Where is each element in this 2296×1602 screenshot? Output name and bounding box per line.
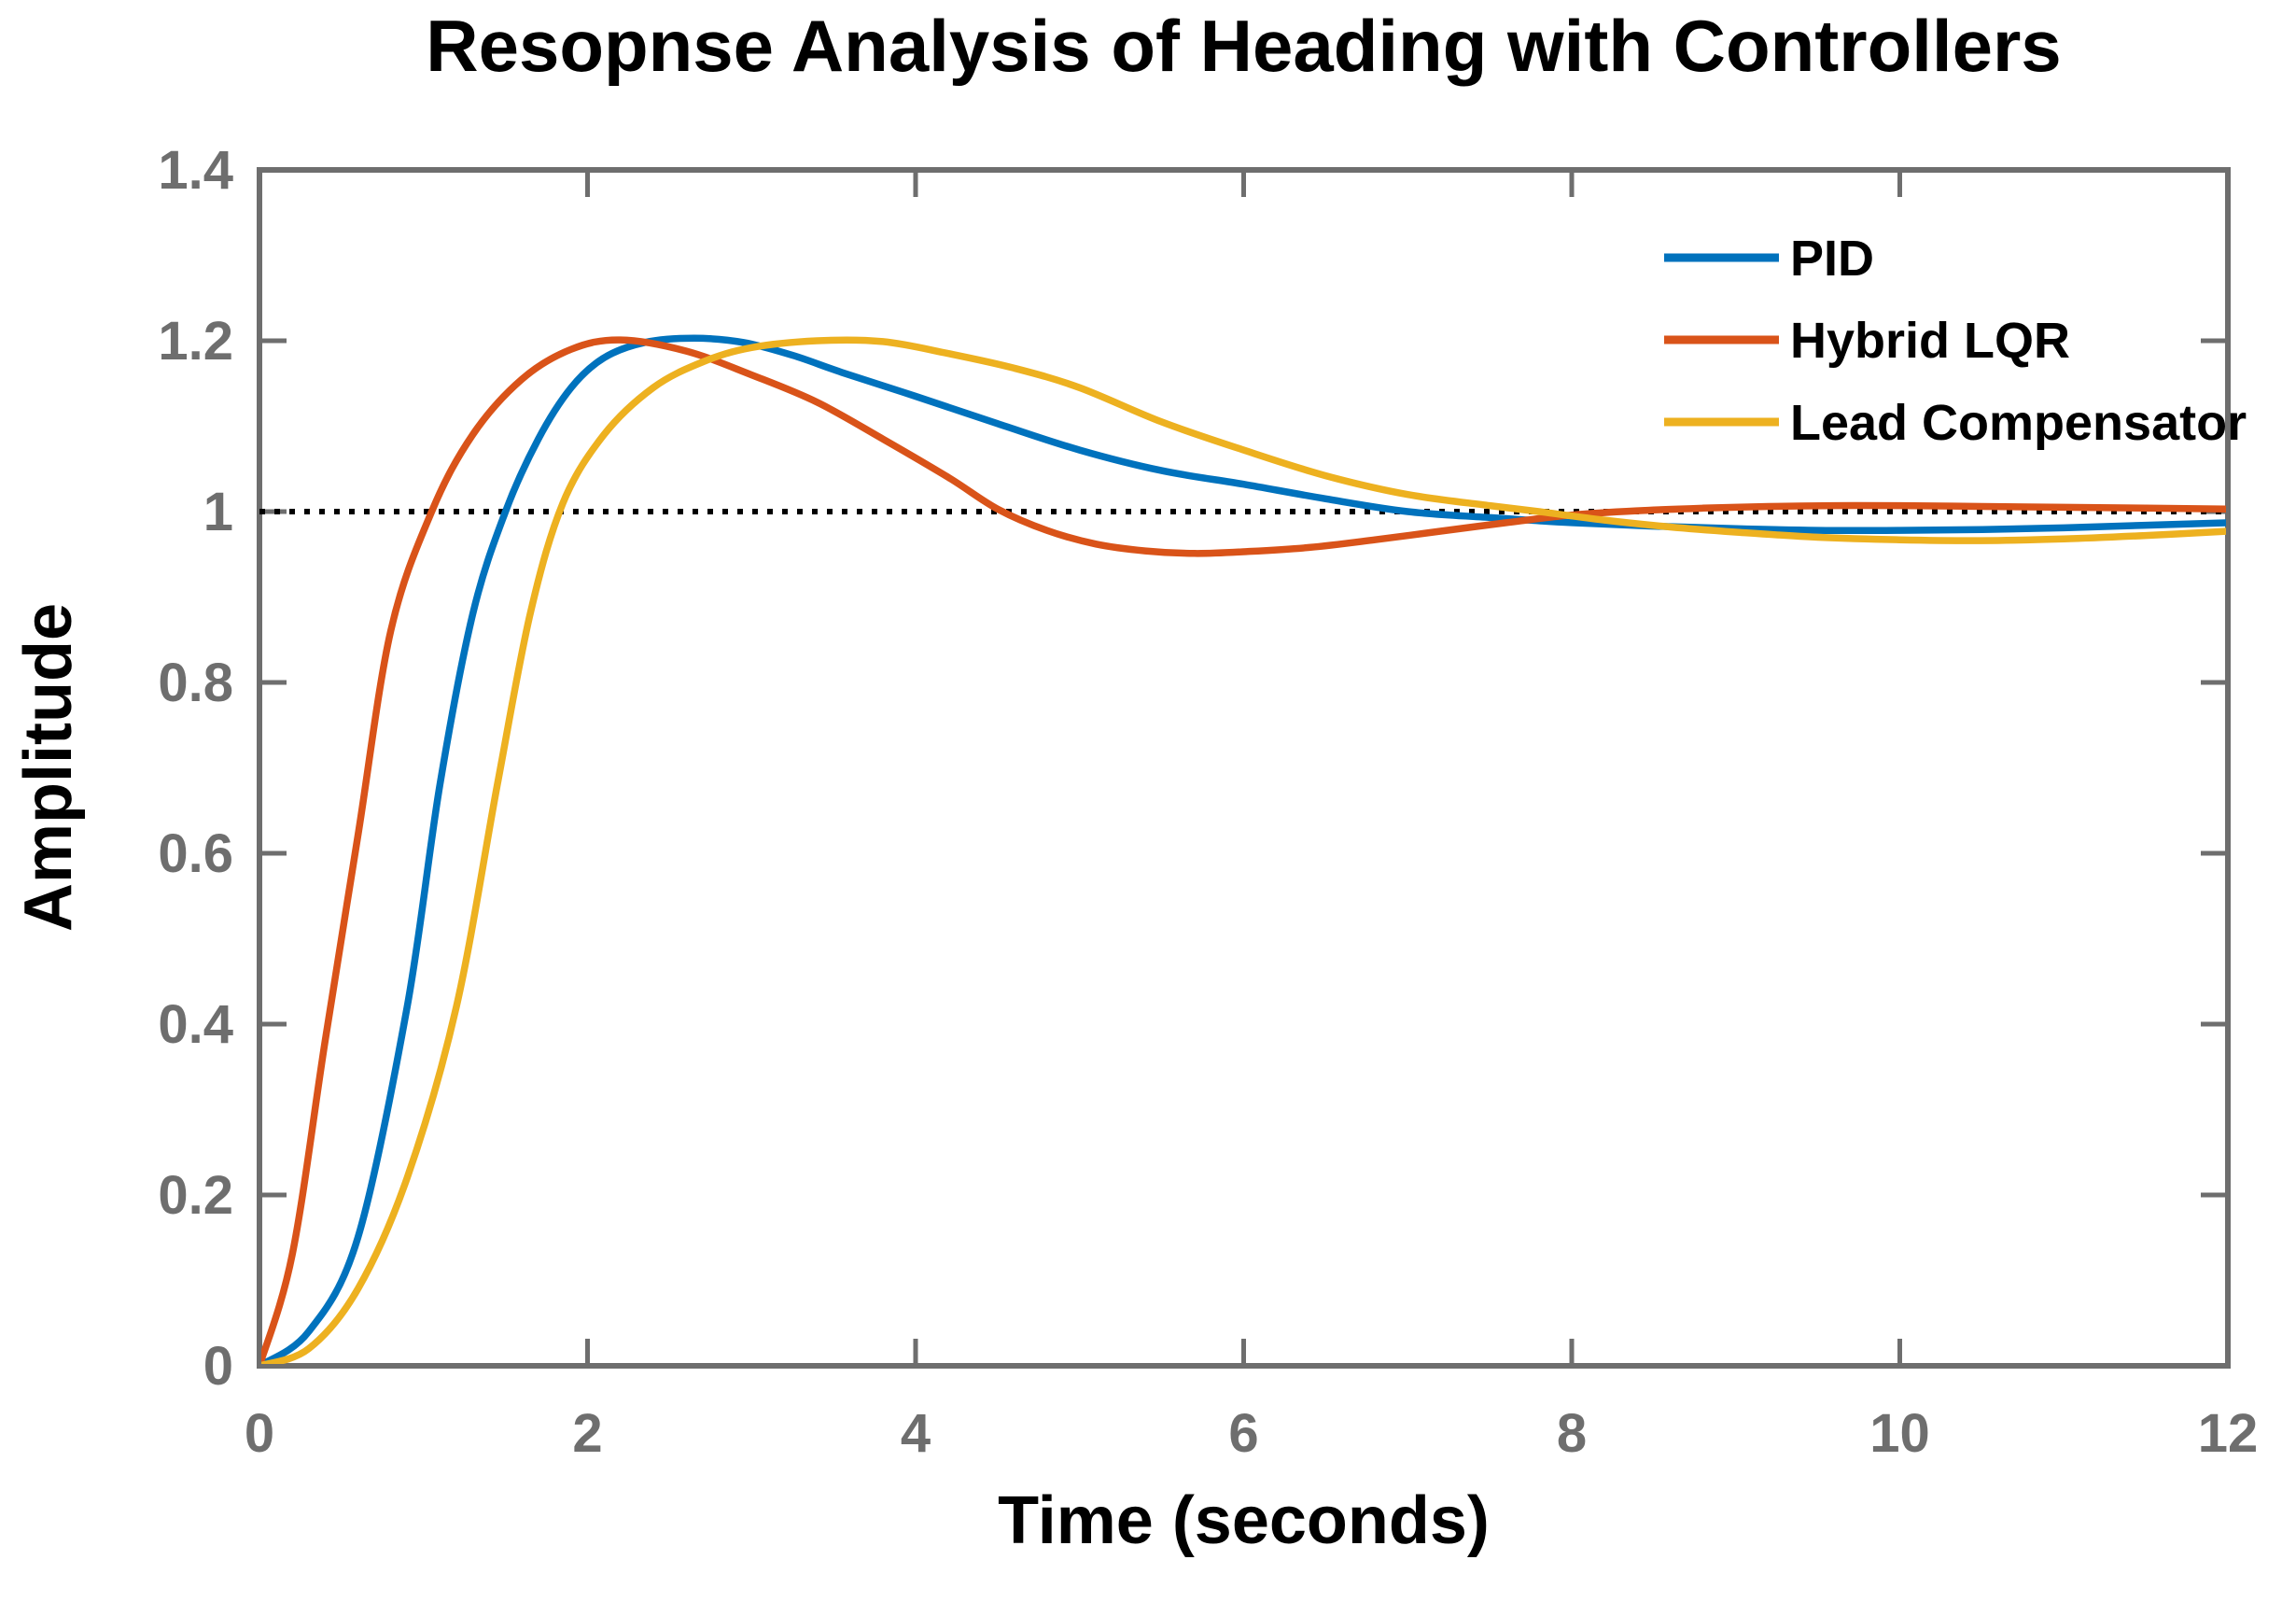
y-tick-label: 1 xyxy=(203,482,233,542)
x-tick-label: 0 xyxy=(245,1403,274,1464)
x-tick-label: 12 xyxy=(2198,1403,2259,1464)
x-tick-label: 2 xyxy=(572,1403,602,1464)
x-tick-label: 6 xyxy=(1228,1403,1258,1464)
y-tick-label: 0.6 xyxy=(158,823,233,884)
chart-title: Resopnse Analysis of Heading with Contro… xyxy=(426,5,2062,87)
series-line-pid xyxy=(261,334,2226,1364)
legend-label-hybrid-lqr: Hybrid LQR xyxy=(1790,313,2070,369)
legend-label-lead-compensator: Lead Compensator xyxy=(1790,395,2247,451)
y-tick-label: 1.4 xyxy=(158,140,233,201)
plot-border xyxy=(257,167,2231,1369)
legend-label-pid: PID xyxy=(1790,231,1874,287)
x-axis-label: Time (seconds) xyxy=(998,1483,1490,1558)
x-tick-label: 4 xyxy=(901,1403,931,1464)
y-tick-label: 0 xyxy=(203,1336,233,1397)
x-tick-label: 10 xyxy=(1869,1403,1930,1464)
y-tick-label: 0.4 xyxy=(158,994,233,1055)
y-tick-label: 0.2 xyxy=(158,1165,233,1226)
x-tick-label: 8 xyxy=(1557,1403,1587,1464)
series-line-hybrid-lqr xyxy=(261,336,2226,1364)
y-tick-label: 0.8 xyxy=(158,653,233,713)
y-tick-label: 1.2 xyxy=(158,311,233,372)
series-line-lead-compensator xyxy=(261,336,2226,1364)
